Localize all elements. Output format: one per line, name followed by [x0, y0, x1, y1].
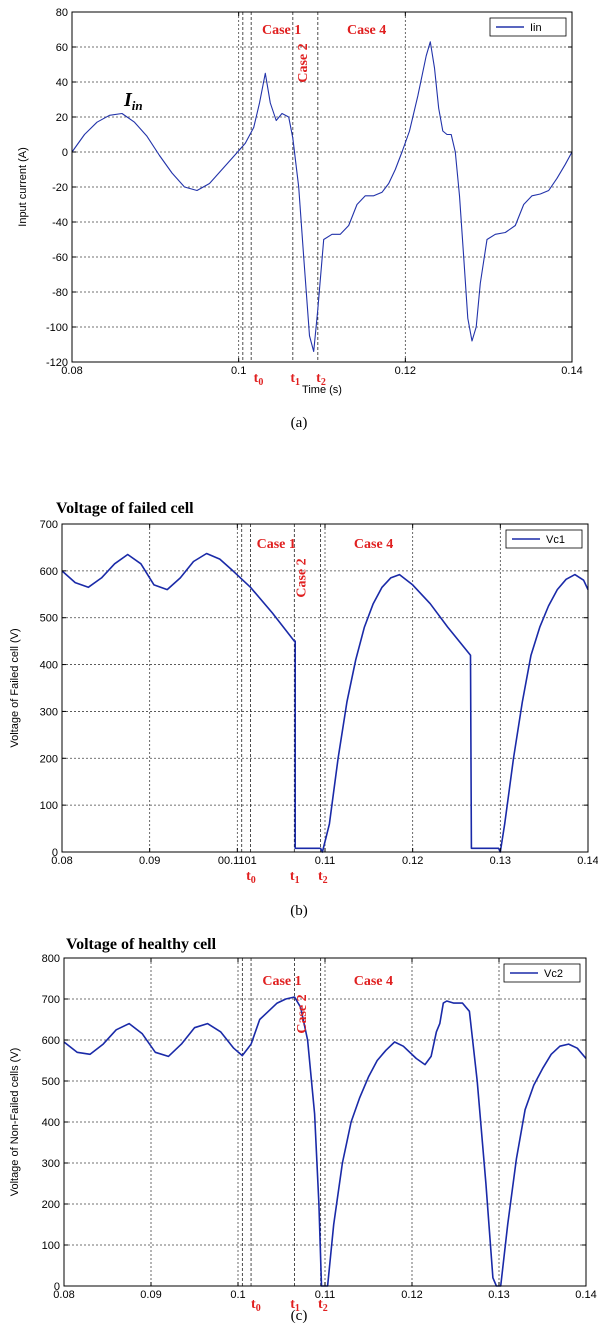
x-tick-label: 0.08 [51, 855, 72, 867]
annotation-t2-subscript: 2 [323, 875, 328, 886]
y-tick-label: -100 [46, 322, 68, 334]
y-tick-label: 100 [42, 1240, 60, 1252]
x-tick-label: 00.1101 [218, 855, 257, 867]
x-tick-label: 0.12 [395, 365, 416, 377]
annotation-t2-subscript: 2 [323, 1303, 328, 1314]
panel-caption: (c) [291, 1308, 308, 1324]
annotation-t0: t0 [254, 371, 264, 388]
chart-panel-1: 0.08 0.1 0.12 0.14806040200-20-40-60-80-100… [17, 7, 583, 431]
y-tick-label: -40 [52, 217, 68, 229]
y-tick-label: -20 [52, 182, 68, 194]
annotation-t1-subscript: 1 [295, 377, 300, 388]
annotation-case-1: Case 1 [257, 537, 296, 552]
y-tick-label: 800 [42, 953, 60, 965]
annotation-t0-subscript: 0 [258, 377, 263, 388]
y-tick-label: 500 [42, 1076, 60, 1088]
x-tick-label: 0.12 [402, 855, 423, 867]
y-tick-label: -120 [46, 357, 68, 369]
y-tick-label: 700 [42, 994, 60, 1006]
y-tick-label: 40 [56, 77, 68, 89]
y-tick-label: -80 [52, 287, 68, 299]
y-tick-label: 20 [56, 112, 68, 124]
legend-entry: Vc1 [546, 534, 565, 546]
chart-panel-3: 0.08 0.09 0.1 0.11 0.12 0.13 0.14 800 700 600 500 4… [9, 936, 597, 1324]
y-tick-label: 0 [52, 847, 58, 859]
annotation-case-2: Case 2 [296, 43, 311, 82]
annotation-t1: t1 [290, 1297, 300, 1314]
x-tick-label: 0.13 [490, 855, 511, 867]
annotation-t2: t2 [316, 371, 326, 388]
x-tick-label: 0.11 [315, 1289, 336, 1301]
y-tick-label: 400 [40, 660, 58, 672]
annotation-case-2: Case 2 [295, 994, 310, 1033]
annotation-t1: t1 [290, 371, 300, 388]
y-tick-label: 0 [62, 147, 68, 159]
y-tick-label: 400 [42, 1117, 60, 1129]
series-line-iin [71, 41, 573, 353]
x-tick-label: 0.08 [53, 1289, 74, 1301]
x-tick-label: 0.08 [61, 365, 82, 377]
chart-panel-2: 0.08 0.09 00.1101 0.11 0.12 0.13 0.14 700 600 500… [9, 500, 598, 919]
y-tick-label: -60 [52, 252, 68, 264]
x-tick-label: 0.14 [577, 855, 598, 867]
panel-caption: (b) [290, 903, 308, 919]
annotation-t0: t0 [251, 1297, 261, 1314]
x-tick-label: 0.11 [315, 855, 336, 867]
x-axis-label: Time (s) [302, 384, 342, 396]
annotation-case-4: Case 4 [347, 23, 386, 38]
annotation-t2: t2 [318, 1297, 328, 1314]
y-tick-label: 0 [54, 1281, 60, 1293]
annotation-t1: t1 [290, 869, 300, 886]
x-tick-label: 0.1 [231, 365, 246, 377]
x-tick-label: 0.13 [488, 1289, 509, 1301]
y-tick-label: 700 [40, 519, 58, 531]
y-tick-label: 60 [56, 42, 68, 54]
y-axis-label: Voltage of Failed cell (V) [9, 628, 21, 747]
annotation-case-1: Case 1 [262, 974, 301, 989]
annotation-t2-subscript: 2 [321, 377, 326, 388]
legend-entry: Iin [530, 22, 542, 34]
y-tick-label: 300 [40, 706, 58, 718]
y-tick-label: 80 [56, 7, 68, 19]
x-tick-label: 0.1 [230, 1289, 245, 1301]
x-tick-label: 0.09 [139, 855, 160, 867]
annotation-t1-subscript: 1 [295, 875, 300, 886]
series-line-vc1 [61, 552, 589, 853]
y-tick-label: 500 [40, 613, 58, 625]
annotation-t2: t2 [318, 869, 328, 886]
legend-box [503, 963, 581, 983]
x-tick-label: 0.09 [140, 1289, 161, 1301]
annotation-iin: Iin [123, 89, 143, 113]
panel-caption: (a) [291, 415, 308, 431]
y-axis-label: Voltage of Non-Failed cells (V) [9, 1048, 21, 1197]
annotation-case-1: Case 1 [262, 23, 301, 38]
y-tick-label: 200 [40, 753, 58, 765]
annotation-case-4: Case 4 [354, 974, 393, 989]
y-tick-label: 600 [40, 566, 58, 578]
y-tick-label: 200 [42, 1199, 60, 1211]
annotation-case-2: Case 2 [295, 558, 310, 597]
legend-box [505, 529, 583, 549]
y-axis-label: Input current (A) [17, 147, 29, 226]
x-tick-label: 0.14 [561, 365, 582, 377]
chart-title: Voltage of healthy cell [66, 936, 217, 953]
annotation-t1-subscript: 1 [295, 1303, 300, 1314]
x-tick-label: 0.14 [575, 1289, 596, 1301]
annotation-iin-subscript: in [132, 98, 143, 113]
chart-title: Voltage of failed cell [56, 500, 194, 517]
y-tick-label: 300 [42, 1158, 60, 1170]
annotation-t0-subscript: 0 [251, 875, 256, 886]
annotation-t0-subscript: 0 [256, 1303, 261, 1314]
legend-box [489, 17, 567, 37]
legend-entry: Vc2 [544, 968, 563, 980]
y-tick-label: 600 [42, 1035, 60, 1047]
x-tick-label: 0.12 [401, 1289, 422, 1301]
annotation-t0: t0 [246, 869, 256, 886]
annotation-case-4: Case 4 [354, 537, 393, 552]
y-tick-label: 100 [40, 800, 58, 812]
